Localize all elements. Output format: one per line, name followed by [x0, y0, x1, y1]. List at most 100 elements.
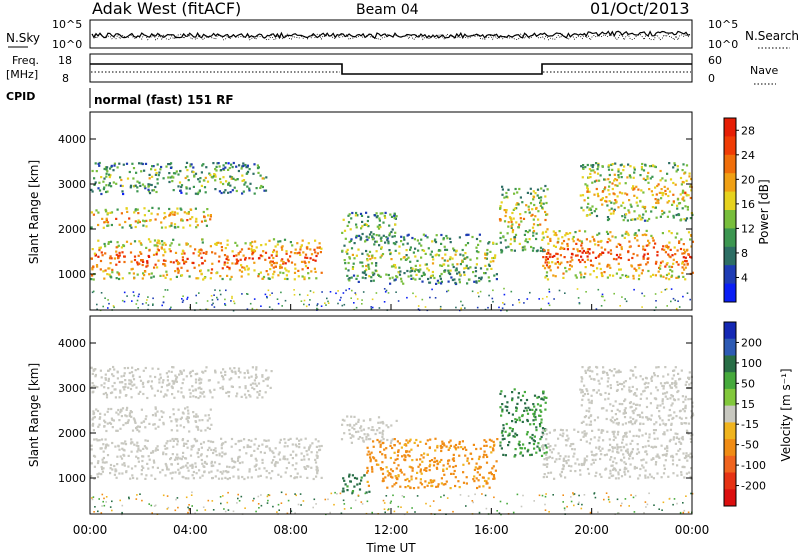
vel-cell-7-175: [690, 440, 693, 443]
vel-cell-4-3: [358, 482, 361, 485]
vel-cell-2-121: [236, 392, 239, 395]
vel-cell-0-352: [316, 472, 319, 475]
power-cell-5-112: [544, 184, 547, 188]
power-cell-1-79: [143, 220, 146, 223]
power-cell-7-250: [629, 176, 632, 179]
power-cell-0-101: [248, 257, 251, 260]
power-ground-cell-170: [666, 305, 668, 307]
power-cell-6-317: [571, 259, 574, 262]
vel-cell-1-72: [97, 425, 100, 428]
power-cell-0-310: [180, 252, 184, 255]
vel-cell-5-144: [369, 456, 372, 459]
power-cell-0-35: [146, 260, 149, 263]
vel-cell-5-51: [407, 454, 410, 457]
power-cell-4-373: [435, 234, 438, 237]
power-cell-6-215: [562, 276, 565, 279]
power-cell-4-91: [424, 263, 427, 266]
vel-colorbar-segment-3: [724, 372, 736, 390]
vel-cell-8-97: [635, 403, 638, 406]
power-cell-2-210: [214, 168, 217, 171]
power-cell-1-82: [206, 208, 209, 211]
power-cell-4-279: [447, 264, 450, 267]
vel-cell-3-11: [391, 438, 394, 441]
vel-cell-5-21: [443, 444, 446, 447]
vel-cell-7-123: [686, 430, 689, 433]
power-cell-2-4: [175, 170, 178, 173]
power-cell-6-334: [630, 264, 633, 267]
vel-cell-0-252: [136, 450, 139, 453]
vel-cell-0-167: [136, 441, 139, 444]
vel-cell-7-182: [680, 437, 683, 440]
vel-cell-0-13: [189, 464, 192, 467]
vel-cell-0-158: [294, 443, 297, 446]
vel-cell-7-342: [545, 475, 548, 478]
vel-cell-5-269: [491, 447, 495, 450]
power-cell-6-206: [617, 242, 620, 246]
vel-cell-8-210: [618, 402, 621, 406]
power-ground-cell-44: [138, 293, 140, 296]
vel-cell-7-186: [620, 475, 624, 478]
vel-cell-8-202: [664, 366, 667, 369]
vel-ground-cell-15: [224, 510, 227, 513]
power-cell-6-119: [580, 273, 583, 276]
power-cell-7-176: [661, 209, 664, 213]
power-cell-7-2: [636, 217, 639, 220]
power-cell-7-65: [628, 199, 631, 202]
power-cell-0-268: [158, 242, 161, 245]
power-cell-4-288: [407, 256, 410, 259]
vel-cell-8-309: [616, 383, 619, 386]
vel-ground-cell-87: [91, 498, 94, 501]
vel-cell-0-319: [269, 477, 273, 480]
power-cell-5-8: [519, 217, 522, 220]
power-cell-6-106: [549, 237, 552, 240]
power-ground-cell-235: [678, 306, 681, 308]
vel-ground-cell-129: [176, 497, 179, 499]
vel-cell-0-358: [253, 449, 256, 452]
power-cell-2-145: [155, 171, 158, 175]
power-ground-cell-1: [350, 297, 352, 299]
power-cell-6-175: [619, 253, 622, 256]
power-cell-0-383: [110, 276, 113, 279]
power-cell-0-457: [145, 246, 148, 249]
vel-cell-0-179: [182, 465, 185, 468]
power-cell-6-267: [549, 269, 552, 272]
vel-cell-7-217: [608, 448, 611, 452]
power-cell-4-345: [349, 239, 353, 242]
vel-cell-4-2: [348, 473, 351, 476]
power-cell-4-242: [450, 276, 453, 279]
vel-cell-7-313: [688, 471, 691, 474]
power-cell-4-16: [440, 282, 443, 285]
vel-ground-cell-190: [257, 495, 260, 498]
power-cell-6-176: [625, 275, 629, 279]
vel-cell-6-137: [540, 421, 543, 424]
power-cell-7-12: [593, 210, 596, 213]
power-cell-7-18: [606, 204, 609, 207]
vel-cell-1-88: [121, 407, 125, 410]
vel-cell-8-182: [584, 369, 587, 372]
power-cell-6-338: [670, 265, 674, 268]
power-cell-0-91: [99, 268, 102, 271]
vel-cell-7-71: [635, 452, 639, 455]
power-cell-6-18: [589, 273, 592, 276]
power-cell-5-55: [510, 218, 513, 221]
vel-ground-cell-154: [389, 502, 392, 504]
power-cell-2-181: [152, 189, 155, 192]
vel-cell-6-67: [539, 404, 542, 407]
power-cell-1-25: [143, 214, 146, 217]
power-cell-4-77: [437, 254, 441, 257]
vel-cell-7-270: [610, 464, 613, 467]
vel-cell-2-119: [91, 385, 94, 388]
vel-cell-5-179: [408, 450, 411, 453]
power-cell-4-110: [394, 278, 397, 281]
power-cell-4-317: [471, 235, 474, 239]
vel-cell-2-178: [244, 387, 247, 390]
power-cell-3-14: [378, 219, 381, 222]
vel-cell-5-298: [448, 446, 451, 449]
vel-cell-7-41: [677, 437, 680, 440]
vel-cell-7-277: [642, 466, 645, 469]
vel-ground-cell-256: [673, 498, 676, 500]
power-cell-0-236: [153, 244, 156, 247]
power-cell-2-154: [95, 170, 98, 173]
power-cell-2-265: [199, 177, 202, 180]
power-cell-7-42: [633, 210, 636, 213]
